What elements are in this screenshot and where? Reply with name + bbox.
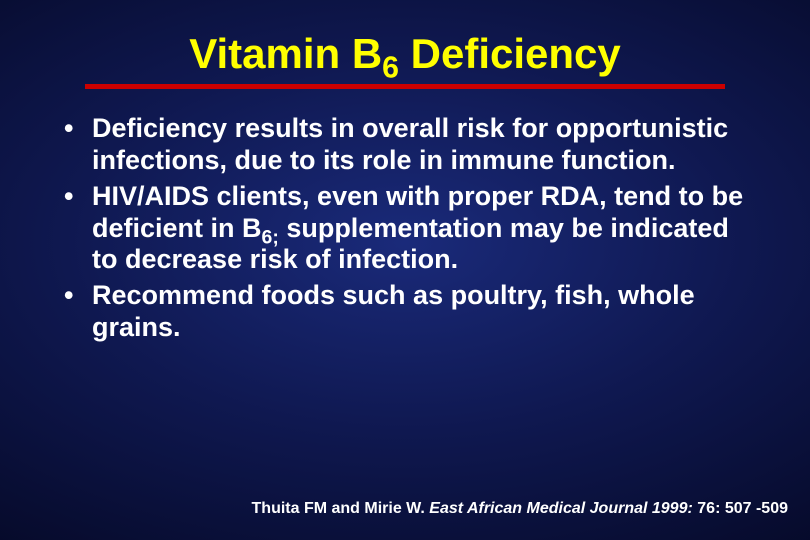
slide-title: Vitamin B6 Deficiency [189,30,621,82]
citation: Thuita FM and Mirie W. East African Medi… [252,500,788,518]
slide-container: Vitamin B6 Deficiency Deficiency results… [0,0,810,540]
list-item: Recommend foods such as poultry, fish, w… [50,280,760,344]
citation-authors: Thuita FM and Mirie W. [252,500,425,517]
title-underline [85,84,725,89]
title-wrap: Vitamin B6 Deficiency [50,30,760,89]
citation-pages: 76: 507 -509 [697,500,788,517]
bullet-list: Deficiency results in overall risk for o… [50,113,760,348]
list-item: HIV/AIDS clients, even with proper RDA, … [50,181,760,277]
citation-journal: East African Medical Journal 1999: [429,500,693,517]
list-item: Deficiency results in overall risk for o… [50,113,760,177]
